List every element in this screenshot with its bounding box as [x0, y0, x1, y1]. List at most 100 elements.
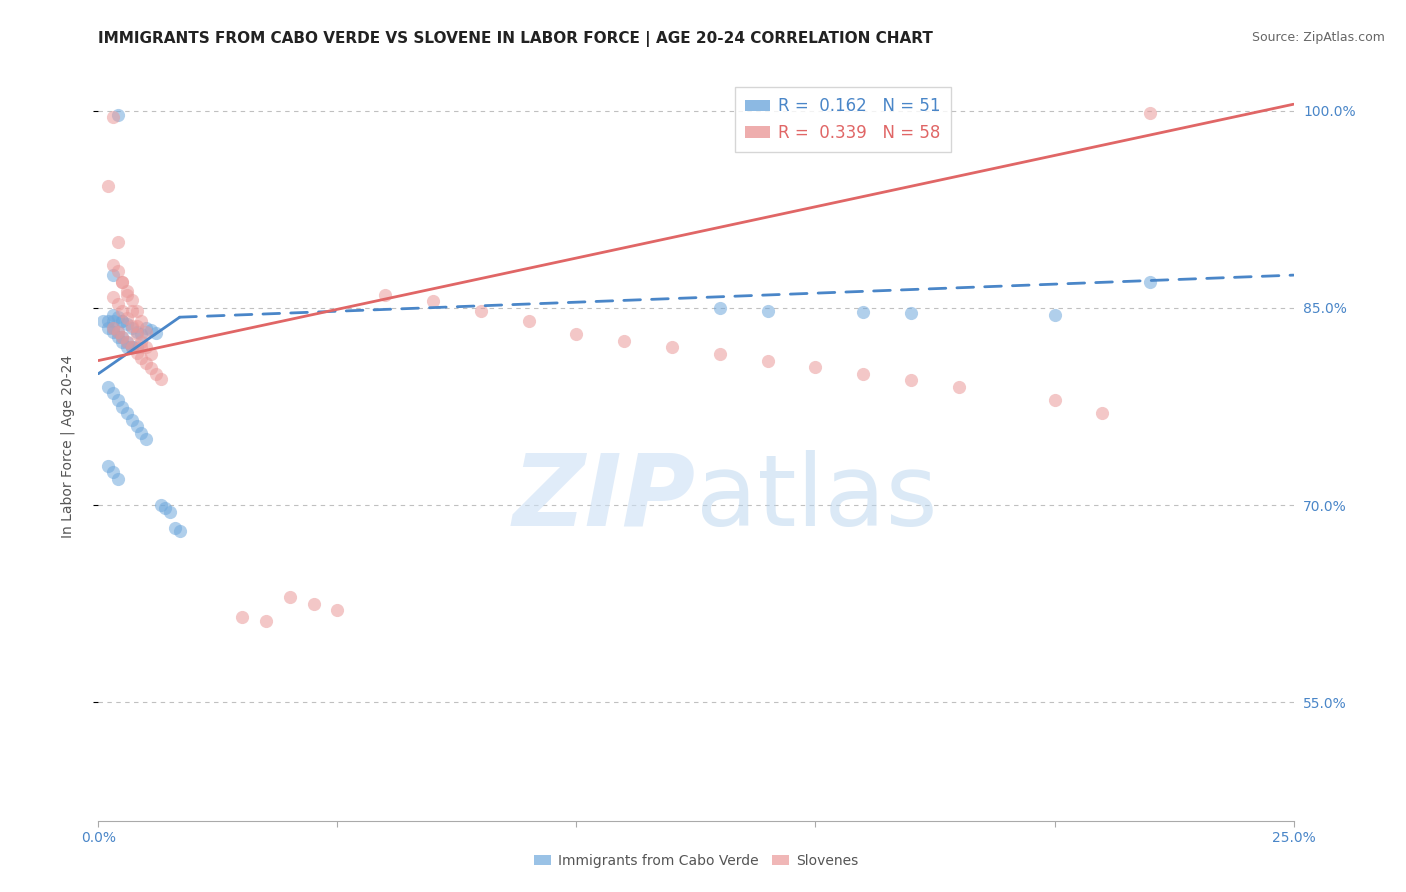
Point [131, 335, 153, 350]
Point [613, 334, 636, 348]
Point [115, 335, 138, 350]
Point [125, 345, 148, 359]
Point [121, 293, 143, 307]
Point [709, 301, 731, 315]
Point [422, 294, 444, 309]
Point [97, 320, 120, 334]
Point [97, 314, 120, 328]
Point [756, 353, 779, 368]
Point [97, 380, 120, 394]
Point [125, 419, 148, 434]
Point [121, 340, 143, 354]
Point [900, 306, 922, 320]
Point [91, 314, 114, 328]
Point [101, 320, 124, 334]
Point [254, 614, 277, 628]
Point [131, 425, 153, 440]
Point [125, 327, 148, 342]
Point [101, 386, 124, 401]
Point [302, 597, 325, 611]
Text: Source: ZipAtlas.com: Source: ZipAtlas.com [1251, 31, 1385, 45]
Point [101, 308, 124, 322]
Point [149, 498, 172, 512]
Point [111, 314, 134, 328]
Point [131, 314, 153, 328]
Point [900, 373, 922, 387]
Point [107, 392, 129, 407]
Point [121, 340, 143, 354]
Point [135, 340, 157, 354]
Point [231, 610, 253, 624]
Text: IMMIGRANTS FROM CABO VERDE VS SLOVENE IN LABOR FORCE | AGE 20-24 CORRELATION CHA: IMMIGRANTS FROM CABO VERDE VS SLOVENE IN… [98, 31, 934, 47]
Point [115, 340, 138, 354]
Point [115, 335, 138, 350]
Point [111, 335, 134, 350]
Point [107, 325, 129, 339]
Point [101, 314, 124, 328]
Point [111, 275, 134, 289]
Text: ZIP: ZIP [513, 450, 696, 547]
Point [107, 235, 129, 250]
Point [1043, 308, 1066, 322]
Point [756, 303, 779, 318]
Point [115, 288, 138, 302]
Point [159, 505, 181, 519]
Point [107, 472, 129, 486]
Point [107, 325, 129, 339]
Point [131, 351, 153, 365]
Point [121, 340, 143, 354]
Point [121, 303, 143, 318]
Point [111, 330, 134, 344]
Point [121, 413, 143, 427]
Point [115, 406, 138, 420]
Point [115, 311, 138, 326]
Point [852, 305, 875, 319]
Point [1043, 392, 1066, 407]
Point [852, 367, 875, 381]
Point [107, 330, 129, 344]
Point [948, 380, 970, 394]
Point [278, 590, 301, 604]
Point [97, 178, 120, 193]
Point [101, 268, 124, 282]
Point [125, 325, 148, 339]
Y-axis label: In Labor Force | Age 20-24: In Labor Force | Age 20-24 [60, 354, 75, 538]
Point [101, 258, 124, 272]
Point [107, 310, 129, 325]
Point [139, 323, 162, 337]
Point [121, 320, 143, 334]
Point [135, 320, 157, 334]
Point [125, 340, 148, 354]
Point [1139, 106, 1161, 120]
Point [517, 314, 540, 328]
Point [139, 347, 162, 361]
Point [661, 340, 683, 354]
Point [97, 458, 120, 473]
Point [107, 264, 129, 278]
Legend: Immigrants from Cabo Verde, Slovenes: Immigrants from Cabo Verde, Slovenes [529, 848, 863, 873]
Point [145, 326, 167, 340]
Point [111, 275, 134, 289]
Point [135, 433, 157, 447]
Point [125, 303, 148, 318]
Point [163, 520, 186, 534]
Point [470, 303, 492, 318]
Point [326, 603, 349, 617]
Point [111, 314, 134, 328]
Point [374, 288, 396, 302]
Point [107, 297, 129, 311]
Point [155, 500, 177, 515]
Point [111, 400, 134, 414]
Point [135, 325, 157, 339]
Text: atlas: atlas [696, 450, 938, 547]
Point [145, 367, 167, 381]
Point [1091, 406, 1114, 420]
Point [101, 320, 124, 334]
Point [139, 361, 162, 376]
Point [101, 325, 124, 339]
Point [101, 290, 124, 304]
Point [804, 360, 827, 375]
Point [131, 327, 153, 342]
Point [115, 317, 138, 331]
Point [121, 319, 143, 334]
